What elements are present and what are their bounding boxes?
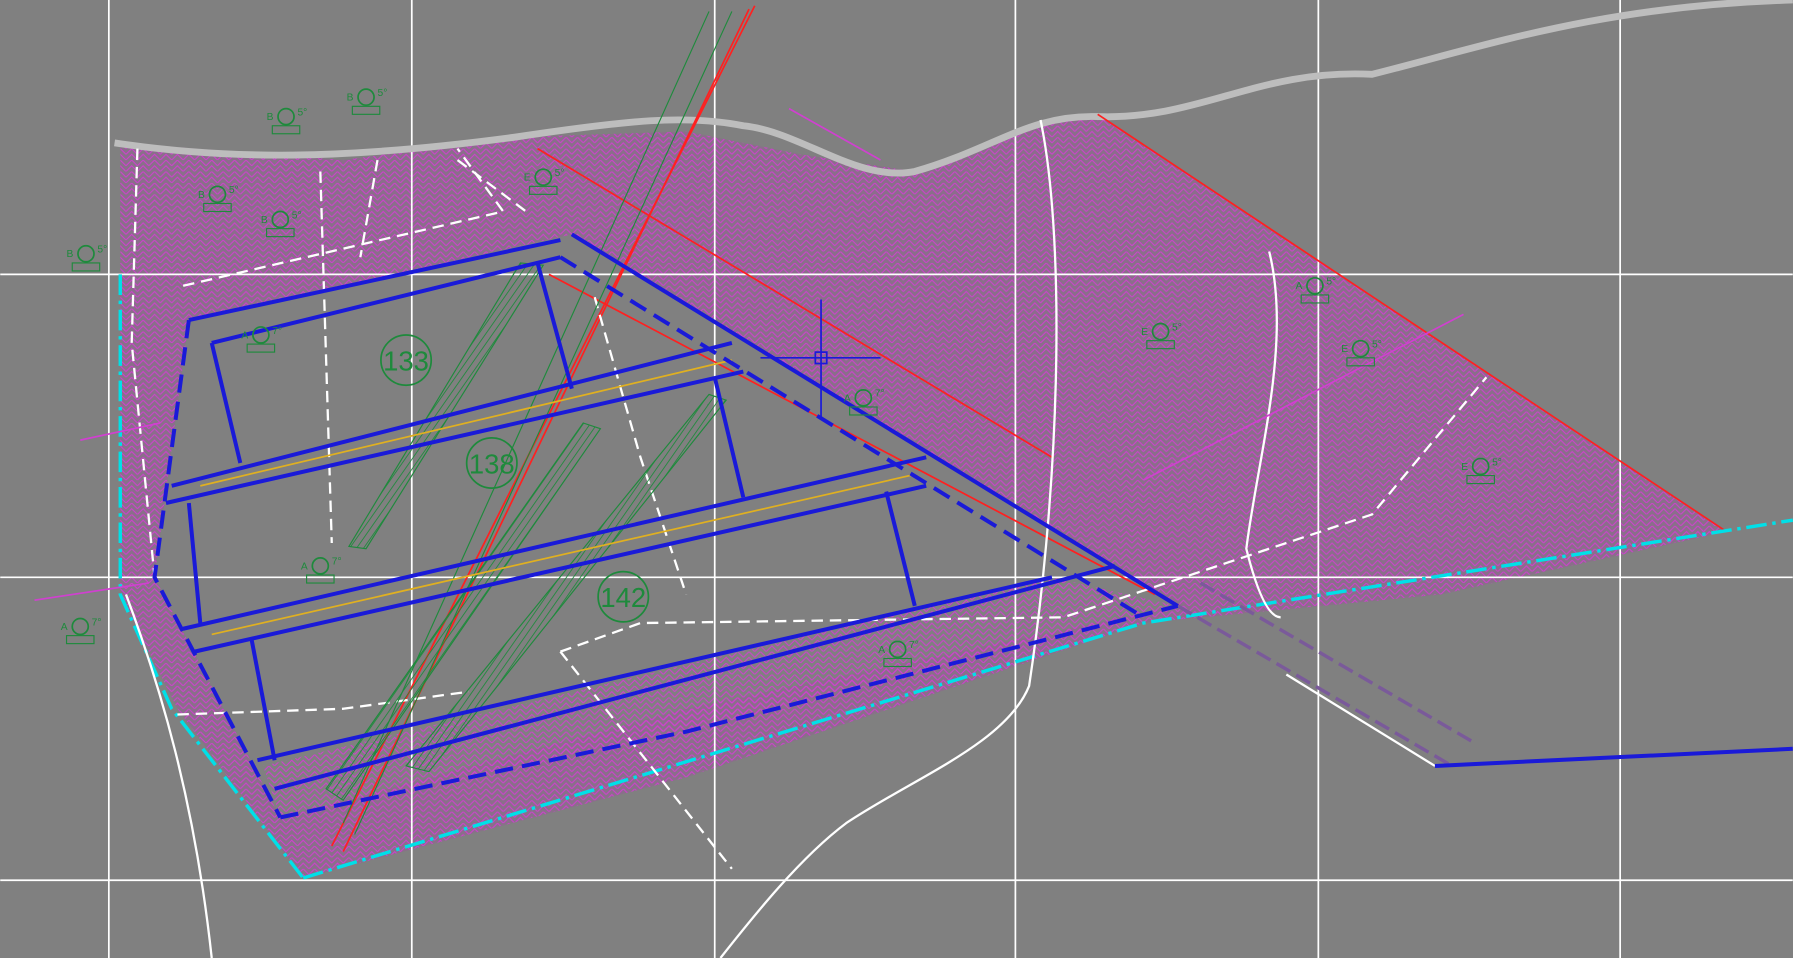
marker-symbol: [534, 168, 553, 187]
marker-box: [266, 228, 295, 238]
marker-symbol: [208, 185, 227, 204]
marker-box: [246, 343, 276, 353]
marker-symbol: [271, 210, 290, 229]
callout-circle: [380, 334, 433, 387]
marker-symbol: [1306, 276, 1324, 295]
callouts: 133 138 142: [380, 334, 650, 623]
callout-label: 133: [383, 345, 429, 376]
marker-prefix: B: [347, 93, 354, 104]
survey-marker: B 5°: [347, 88, 387, 115]
marker-prefix: E: [1461, 462, 1468, 473]
marker-box: [528, 185, 558, 195]
marker-symbol: [357, 88, 375, 107]
survey-marker: B 5°: [267, 107, 307, 135]
survey-marker: A 7°: [301, 557, 342, 584]
marker-angle: 5°: [1326, 277, 1336, 288]
marker-prefix: E: [1141, 327, 1148, 338]
marker-symbol: [1151, 322, 1170, 341]
survey-marker: B 5°: [261, 210, 302, 238]
marker-symbol: [311, 557, 330, 575]
survey-marker: E 5°: [1341, 339, 1382, 367]
marker-prefix: A: [878, 645, 885, 656]
marker-box: [306, 574, 335, 584]
survey-marker: E 5°: [1141, 322, 1182, 350]
marker-box: [1466, 474, 1495, 485]
marker-symbol: [1351, 339, 1370, 358]
survey-marker: A 7°: [878, 640, 919, 668]
survey-marker: A 7°: [61, 617, 102, 645]
markers: B 5°B 5°B 5°B 5°B 5°A 7°A 7°A 7°A 7°E 5°A 5°E 5°E 5°A…: [61, 88, 1502, 668]
callout-circle: [597, 570, 650, 623]
marker-angle: 5°: [555, 168, 565, 179]
survey-marker: A 7°: [241, 326, 282, 353]
marker-box: [1346, 357, 1375, 367]
marker-prefix: A: [844, 393, 851, 404]
marker-angle: 7°: [272, 326, 282, 337]
marker-prefix: A: [241, 330, 248, 341]
survey-marker: B 5°: [67, 244, 107, 272]
marker-prefix: B: [67, 249, 74, 260]
marker-symbol: [854, 388, 873, 407]
marker-angle: 5°: [97, 245, 107, 256]
marker-angle: 7°: [909, 640, 919, 651]
shoreline: [114, 0, 1793, 177]
marker-symbol: [71, 617, 90, 636]
linework: [34, 5, 1793, 958]
marker-symbol: [277, 107, 295, 126]
marker-prefix: A: [61, 622, 68, 633]
marker-box: [1146, 340, 1175, 350]
marker-box: [883, 657, 912, 668]
marker-prefix: B: [267, 112, 274, 123]
marker-symbol: [888, 640, 907, 659]
marker-symbol: [77, 244, 95, 263]
marker-box: [71, 262, 101, 272]
marker-box: [203, 202, 232, 213]
survey-marker: B 5°: [198, 185, 239, 213]
survey-marker: E 5°: [1461, 457, 1502, 485]
marker-angle: 5°: [1492, 457, 1502, 468]
callout-label: 142: [600, 582, 646, 613]
marker-symbol: [252, 326, 270, 344]
marker-prefix: E: [524, 173, 531, 184]
marker-angle: 7°: [92, 617, 102, 628]
marker-box: [271, 125, 301, 135]
marker-box: [849, 406, 878, 416]
marker-angle: 5°: [377, 88, 387, 99]
survey-marker: A 5°: [1295, 276, 1336, 304]
marker-angle: 5°: [297, 107, 307, 118]
survey-marker: E 5°: [524, 168, 565, 195]
marker-angle: 5°: [1172, 322, 1182, 333]
marker-angle: 5°: [292, 210, 302, 221]
marker-box: [65, 635, 95, 645]
marker-box: [351, 105, 381, 115]
marker-angle: 7°: [875, 389, 885, 400]
callout-label: 138: [469, 448, 515, 479]
marker-box: [1300, 294, 1330, 304]
marker-prefix: A: [1295, 281, 1302, 292]
marker-angle: 7°: [332, 557, 342, 568]
marker-prefix: A: [301, 561, 308, 572]
marker-prefix: E: [1341, 344, 1348, 355]
survey-marker: A 7°: [844, 388, 885, 416]
callout-circle: [465, 436, 518, 490]
marker-symbol: [1471, 457, 1490, 476]
marker-angle: 5°: [229, 185, 239, 196]
marker-prefix: B: [198, 190, 205, 201]
marker-prefix: B: [261, 215, 268, 226]
marker-angle: 5°: [1372, 340, 1382, 351]
